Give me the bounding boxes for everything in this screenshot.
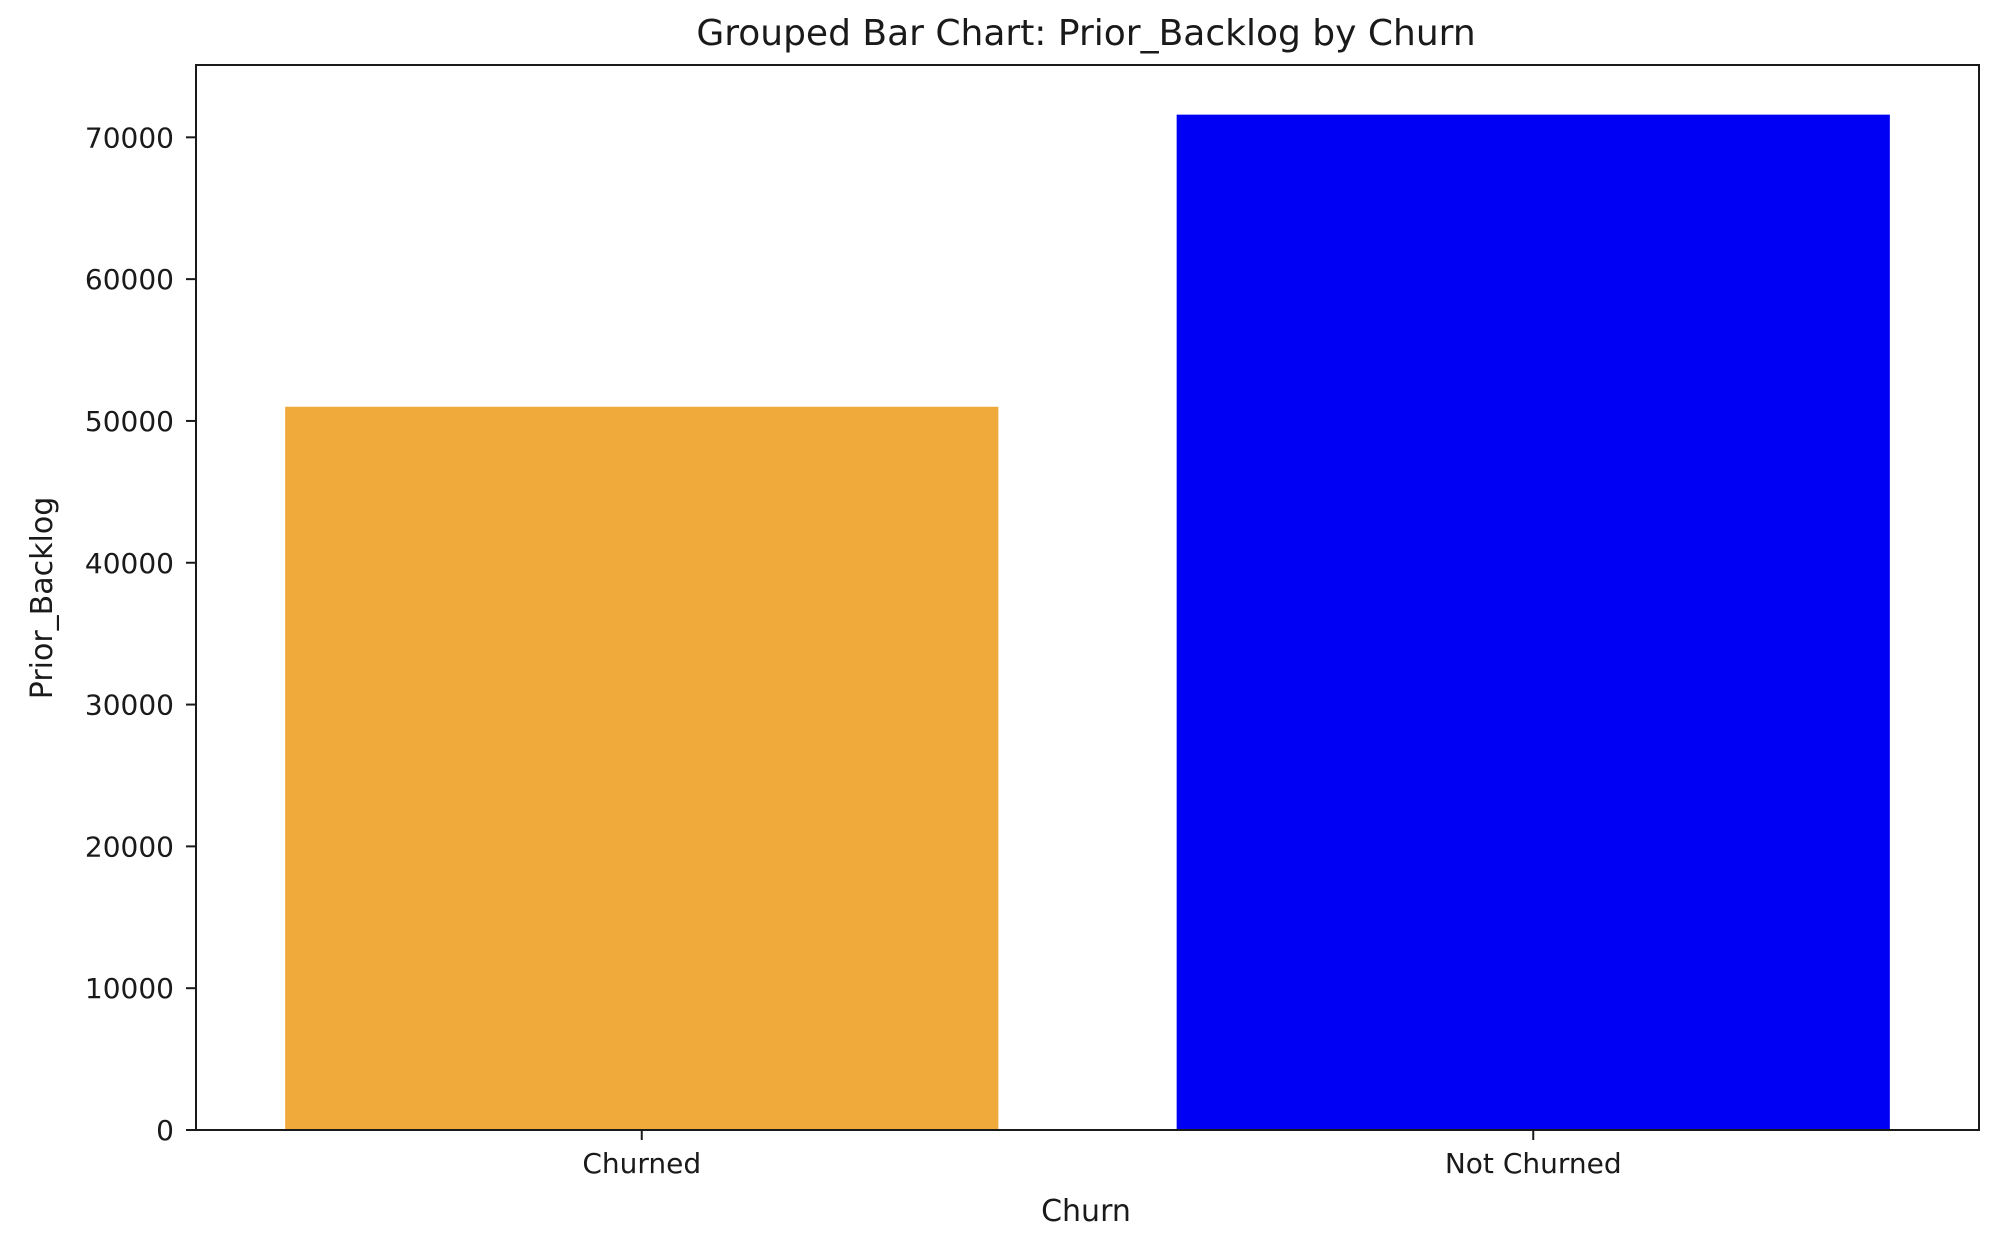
y-axis-ticks: 0 10000 20000 30000 40000 50000 60000 70000 bbox=[85, 121, 196, 1147]
x-axis-ticks: Churned Not Churned bbox=[582, 1130, 1622, 1180]
y-tick-label: 40000 bbox=[85, 547, 174, 580]
x-tick-label: Churned bbox=[582, 1147, 701, 1180]
y-tick-label: 70000 bbox=[85, 121, 174, 154]
y-tick-label: 60000 bbox=[85, 263, 174, 296]
bar-churned bbox=[285, 406, 999, 1131]
y-axis-label: Prior_Backlog bbox=[25, 497, 60, 700]
bars-layer bbox=[285, 114, 1890, 1131]
y-tick-label: 10000 bbox=[85, 972, 174, 1005]
y-tick-label: 50000 bbox=[85, 405, 174, 438]
plot-area-frame bbox=[195, 64, 1980, 1131]
chart-title: Grouped Bar Chart: Prior_Backlog by Chur… bbox=[696, 13, 1475, 54]
y-tick-label: 0 bbox=[156, 1114, 174, 1147]
y-tick-label: 30000 bbox=[85, 689, 174, 722]
x-axis-label: Churn bbox=[1041, 1194, 1131, 1229]
y-tick-label: 20000 bbox=[85, 830, 174, 863]
x-tick-label: Not Churned bbox=[1445, 1147, 1622, 1180]
bar-not-churned bbox=[1176, 114, 1890, 1131]
